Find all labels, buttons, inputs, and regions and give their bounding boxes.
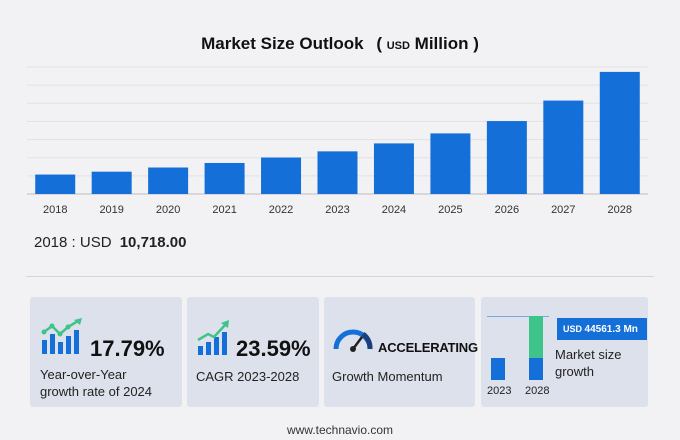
bar-2026 <box>486 121 527 194</box>
yoy-value: 17.79% <box>90 336 165 361</box>
base-year-label: 2018 : USD <box>34 234 112 251</box>
yoy-label-line1: Year-over-Year <box>40 367 127 382</box>
footer-url: www.technavio.com <box>286 423 394 437</box>
x-tick-label: 2027 <box>551 204 575 216</box>
bar-2025 <box>430 133 471 194</box>
chart-title-text: Market Size Outlook <box>201 34 364 53</box>
mini-year-end: 2028 <box>525 385 550 397</box>
mini-bar-growth-segment <box>529 316 543 358</box>
bar-2020 <box>148 167 189 194</box>
mini-bar-2028 <box>529 357 543 380</box>
x-tick-label: 2024 <box>382 204 406 216</box>
badge-value: 44561.3 Mn <box>584 324 638 335</box>
unit-prefix: USD <box>386 40 410 52</box>
momentum-card <box>324 297 475 407</box>
x-tick-label: 2025 <box>438 204 462 216</box>
badge-prefix: USD <box>563 324 583 334</box>
x-tick-label: 2026 <box>495 204 519 216</box>
momentum-label: Growth Momentum <box>332 369 443 384</box>
bar-2019 <box>91 171 132 194</box>
market-size-card <box>481 297 648 407</box>
x-tick-label: 2018 <box>43 204 67 216</box>
speedometer-icon <box>333 329 373 352</box>
market-size-label-line2: growth <box>555 364 595 379</box>
bar-2028 <box>599 71 640 194</box>
yoy-card <box>30 297 182 407</box>
x-tick-label: 2023 <box>325 204 349 216</box>
x-tick-label: 2020 <box>156 204 180 216</box>
mini-year-start: 2023 <box>487 385 512 397</box>
growth-value-badge: USD 44561.3 Mn <box>557 318 647 340</box>
yoy-label-line2: growth rate of 2024 <box>40 384 153 399</box>
bar-2023 <box>317 151 358 194</box>
market-size-label-line1: Market size <box>555 347 622 362</box>
momentum-value: ACCELERATING <box>378 340 478 355</box>
bar-2021 <box>204 162 245 194</box>
base-year-summary: 2018 : USD 10,718.00 <box>34 234 186 251</box>
x-tick-label: 2021 <box>212 204 236 216</box>
x-tick-label: 2022 <box>269 204 293 216</box>
x-tick-label: 2028 <box>608 204 632 216</box>
bar-2018 <box>35 174 76 194</box>
bar-2024 <box>373 143 414 194</box>
growth-chart-icon <box>41 318 82 354</box>
mini-bar-2023 <box>491 357 505 380</box>
bar-2022 <box>261 157 302 194</box>
x-tick-label: 2019 <box>99 204 123 216</box>
bar-chart: 2018 2019 2020 2021 2022 2023 2024 2025 2026 2027… <box>27 66 648 216</box>
cagr-chart-icon <box>197 320 229 355</box>
base-year-value: 10,718.00 <box>119 234 187 251</box>
unit-label: Million <box>414 34 469 53</box>
chart-title-unit: ( USD Million ) <box>376 34 479 53</box>
cagr-label: CAGR 2023-2028 <box>196 369 300 384</box>
chart-title: Market Size Outlook ( USD Million ) <box>0 34 680 54</box>
cagr-value: 23.59% <box>236 336 311 361</box>
mini-chart-baseline-top <box>487 316 549 317</box>
bar-2027 <box>543 100 584 194</box>
section-divider <box>26 276 654 277</box>
